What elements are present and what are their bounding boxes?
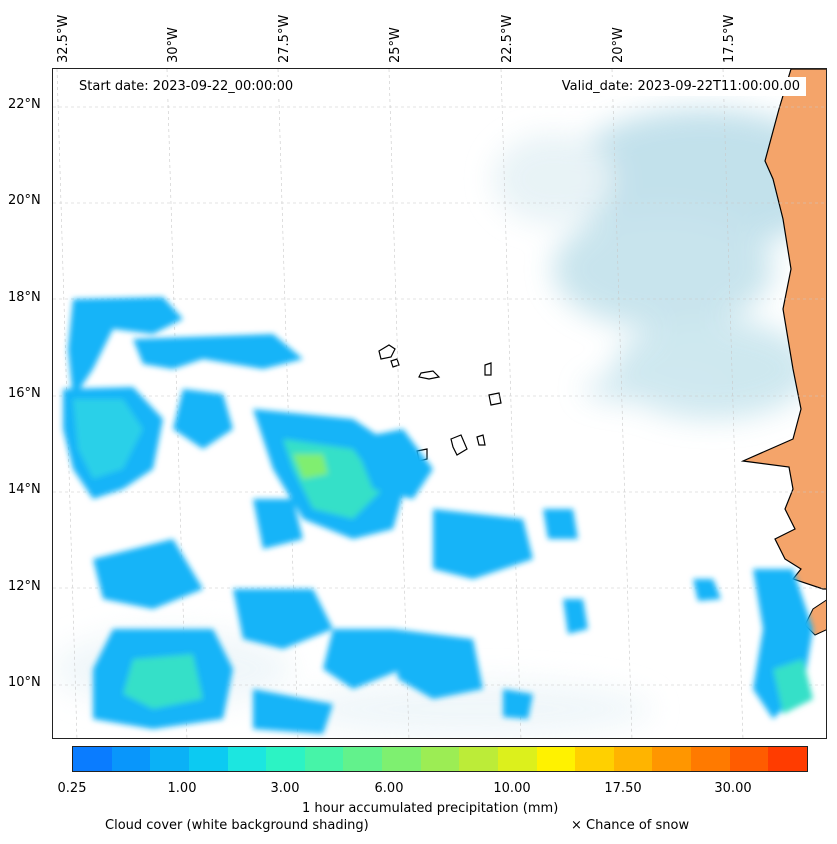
colorbar-tick: 0.25 xyxy=(57,781,87,796)
cloud-patch xyxy=(613,319,813,419)
map-panel[interactable]: Start date: 2023-09-22_00:00:00 Valid_da… xyxy=(52,68,827,739)
colorbar-cell xyxy=(613,747,653,771)
island-sao-nicolau xyxy=(418,370,441,380)
start-date-label: Start date: 2023-09-22_00:00:00 xyxy=(73,77,300,96)
precip-area xyxy=(323,629,403,689)
precip-area xyxy=(233,589,333,649)
lon-label-30w: 30°W xyxy=(166,27,181,63)
cape-verde-islands xyxy=(378,344,502,462)
precip-area xyxy=(693,579,721,601)
precip-area xyxy=(393,629,483,699)
colorbar-cell xyxy=(111,747,151,771)
island-boa-vista xyxy=(488,392,502,406)
colorbar-tick: 30.00 xyxy=(714,781,752,796)
precip-area xyxy=(173,389,233,449)
cloud-patch xyxy=(583,375,723,403)
precipitation-layer xyxy=(63,297,813,734)
precip-area xyxy=(123,654,203,709)
precip-area xyxy=(433,509,533,579)
island-maio xyxy=(476,434,486,446)
colorbar-cell xyxy=(227,747,267,771)
colorbar-cell xyxy=(304,747,344,771)
lon-label-32-5w: 32.5°W xyxy=(56,14,71,63)
cloud-cover-legend: Cloud cover (white background shading) xyxy=(105,818,369,833)
precip-area xyxy=(563,599,588,634)
colorbar-tick: 1.00 xyxy=(167,781,197,796)
snow-legend: × Chance of snow xyxy=(571,818,690,833)
precip-area xyxy=(253,689,333,734)
colorbar-label: 1 hour accumulated precipitation (mm) xyxy=(302,801,559,816)
colorbar-cell xyxy=(575,747,614,771)
colorbar-tick: 10.00 xyxy=(493,781,531,796)
lat-label-14n: 14°N xyxy=(8,482,41,497)
colorbar-cell xyxy=(652,747,691,771)
lat-label-22n: 22°N xyxy=(8,97,41,112)
colorbar-cell xyxy=(266,747,305,771)
land-africa xyxy=(740,69,826,590)
precip-area xyxy=(73,399,143,479)
precip-area xyxy=(543,509,578,539)
precip-area xyxy=(503,689,533,719)
map-canvas xyxy=(53,69,826,738)
colorbar-cell xyxy=(343,747,382,771)
cloud-patch xyxy=(553,209,773,329)
valid-date-label: Valid_date: 2023-09-22T11:00:00.00 xyxy=(555,77,806,96)
lat-label-12n: 12°N xyxy=(8,579,41,594)
lat-label-16n: 16°N xyxy=(8,386,41,401)
cloud-patch xyxy=(293,679,653,738)
meridian-line xyxy=(722,69,744,738)
meridian-line xyxy=(611,69,633,738)
lat-label-10n: 10°N xyxy=(8,675,41,690)
colorbar-cell xyxy=(497,747,537,771)
colorbar-cell xyxy=(691,747,730,771)
lon-label-22-5w: 22.5°W xyxy=(500,14,515,63)
meridian-line xyxy=(56,69,78,738)
precip-area xyxy=(68,297,183,399)
precip-area xyxy=(293,454,328,479)
colorbar-tick: 6.00 xyxy=(374,781,404,796)
precipitation-colorbar xyxy=(72,746,808,772)
colorbar-cell xyxy=(420,747,460,771)
lat-label-18n: 18°N xyxy=(8,290,41,305)
island-santo-antao xyxy=(378,344,396,360)
lon-label-25w: 25°W xyxy=(388,27,403,63)
precip-area xyxy=(133,334,303,369)
colorbar-cell xyxy=(188,747,228,771)
lat-label-20n: 20°N xyxy=(8,193,41,208)
lon-label-20w: 20°W xyxy=(611,27,626,63)
precip-area xyxy=(253,499,303,549)
island-sal xyxy=(484,362,492,376)
precip-area xyxy=(93,539,203,609)
precip-area xyxy=(353,429,433,499)
colorbar-cell xyxy=(536,747,576,771)
lon-label-17-5w: 17.5°W xyxy=(722,14,737,63)
colorbar-cell xyxy=(150,747,189,771)
colorbar-tick: 17.50 xyxy=(604,781,642,796)
colorbar-cell xyxy=(73,747,112,771)
colorbar-tick: 3.00 xyxy=(270,781,300,796)
colorbar-cell xyxy=(768,747,807,771)
island-sao-vicente xyxy=(390,358,400,368)
colorbar-cell xyxy=(382,747,421,771)
island-santiago xyxy=(450,434,468,456)
meridian-line xyxy=(166,69,188,738)
lon-label-27-5w: 27.5°W xyxy=(277,14,292,63)
colorbar-cell xyxy=(729,747,769,771)
colorbar-cell xyxy=(459,747,498,771)
meridian-line xyxy=(388,69,410,738)
cloud-patch xyxy=(493,134,613,224)
meridian-line xyxy=(500,69,522,738)
precip-area xyxy=(773,659,813,714)
